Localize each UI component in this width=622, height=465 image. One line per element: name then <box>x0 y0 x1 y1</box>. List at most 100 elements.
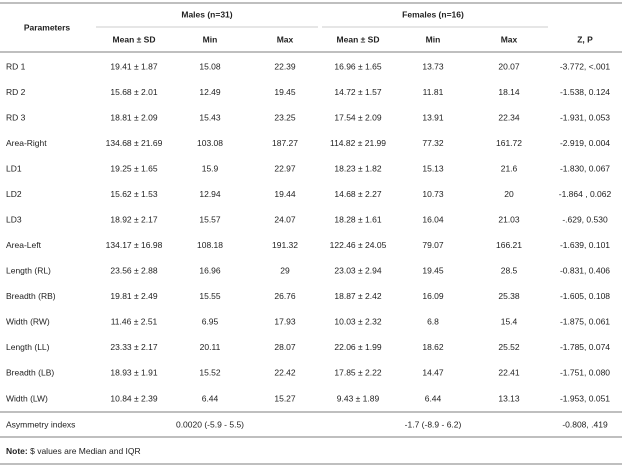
cell: -1.830, 0.067 <box>560 163 610 173</box>
row-label: Area-Left <box>6 240 42 250</box>
cell: 15.08 <box>199 61 221 71</box>
row-label: Asymmetry indexs <box>6 419 75 429</box>
cell: 12.94 <box>199 189 221 199</box>
cell: 6.44 <box>202 393 219 403</box>
cell: 103.08 <box>197 138 223 148</box>
cell: 23.56 ± 2.88 <box>110 266 157 276</box>
cell: 134.68 ± 21.69 <box>106 138 163 148</box>
cell: 16.96 ± 1.65 <box>334 61 381 71</box>
cell: 10.03 ± 2.32 <box>334 317 381 327</box>
cell: -1.931, 0.053 <box>560 112 610 122</box>
cell: -1.7 (-8.9 - 6.2) <box>405 419 462 429</box>
row-label: Width (LW) <box>6 393 48 403</box>
cell: 187.27 <box>272 138 298 148</box>
cell: 22.42 <box>274 368 296 378</box>
cell: 17.54 ± 2.09 <box>334 112 381 122</box>
cell: 21.03 <box>498 214 520 224</box>
cell: -.629, 0.530 <box>562 214 608 224</box>
cell: 10.84 ± 2.39 <box>110 393 157 403</box>
row-label: LD1 <box>6 163 22 173</box>
cell: 28.07 <box>274 342 296 352</box>
cell: 19.45 <box>274 87 296 97</box>
cell: 6.95 <box>202 317 219 327</box>
cell: 14.68 ± 2.27 <box>334 189 381 199</box>
row-label: Breadth (LB) <box>6 368 54 378</box>
cell: 122.46 ± 24.05 <box>330 240 387 250</box>
cell: 134.17 ± 16.98 <box>106 240 163 250</box>
note-text: $ values are Median and IQR <box>30 446 141 456</box>
cell: 19.44 <box>274 189 296 199</box>
row-label: Breadth (RB) <box>6 291 56 301</box>
row-label: LD2 <box>6 189 22 199</box>
cell: 15.62 ± 1.53 <box>110 189 157 199</box>
cell: -1.864 , 0.062 <box>559 189 612 199</box>
cell: 20.07 <box>498 61 520 71</box>
row-label: RD 2 <box>6 87 26 97</box>
cell: 23.25 <box>274 112 296 122</box>
cell: -1.538, 0.124 <box>560 87 610 97</box>
group-header: Females (n=16) <box>402 9 464 19</box>
cell: 15.13 <box>422 163 444 173</box>
header-cell: Mean ± SD <box>337 34 380 44</box>
header-cell: Z, P <box>577 34 593 44</box>
row-label: Length (LL) <box>6 342 50 352</box>
group-header: Males (n=31) <box>181 9 232 19</box>
cell: 13.13 <box>498 393 520 403</box>
cell: 6.44 <box>425 393 442 403</box>
cell: 108.18 <box>197 240 223 250</box>
cell: 22.41 <box>498 368 520 378</box>
row-label: RD 3 <box>6 112 26 122</box>
cell: 15.4 <box>501 317 518 327</box>
cell: 77.32 <box>422 138 444 148</box>
cell: -1.875, 0.061 <box>560 317 610 327</box>
cell: -0.808, .419 <box>562 419 608 429</box>
cell: 16.96 <box>199 266 221 276</box>
cell: -1.953, 0.051 <box>560 393 610 403</box>
cell: 19.25 ± 1.65 <box>110 163 157 173</box>
cell: 10.73 <box>422 189 444 199</box>
cell: 16.04 <box>422 214 444 224</box>
cell: -3.772, <.001 <box>560 61 611 71</box>
cell: 26.76 <box>274 291 296 301</box>
cell: 18.81 ± 2.09 <box>110 112 157 122</box>
cell: 22.97 <box>274 163 296 173</box>
cell: 23.33 ± 2.17 <box>110 342 157 352</box>
cell: 191.32 <box>272 240 298 250</box>
cell: 18.87 ± 2.42 <box>334 291 381 301</box>
cell: 13.73 <box>422 61 444 71</box>
cell: 6.8 <box>427 317 439 327</box>
cell: 0.0020 (-5.9 - 5.5) <box>176 419 244 429</box>
cell: 23.03 ± 2.94 <box>334 266 381 276</box>
cell: 28.5 <box>501 266 518 276</box>
cell: 18.28 ± 1.61 <box>334 214 381 224</box>
note-label: Note: <box>6 446 28 456</box>
cell: 25.52 <box>498 342 520 352</box>
cell: 12.49 <box>199 87 221 97</box>
cell: 15.52 <box>199 368 221 378</box>
cell: 15.9 <box>202 163 219 173</box>
cell: 20 <box>504 189 514 199</box>
cell: -2.919, 0.004 <box>560 138 610 148</box>
cell: 22.34 <box>498 112 520 122</box>
cell: -1.639, 0.101 <box>560 240 610 250</box>
cell: 25.38 <box>498 291 520 301</box>
cell: 18.14 <box>498 87 520 97</box>
row-label: Area-Right <box>6 138 47 148</box>
row-label: Length (RL) <box>6 266 51 276</box>
cell: 15.57 <box>199 214 221 224</box>
cell: 9.43 ± 1.89 <box>337 393 380 403</box>
cell: 18.62 <box>422 342 444 352</box>
cell: 17.85 ± 2.22 <box>334 368 381 378</box>
cell: 22.39 <box>274 61 296 71</box>
cell: 20.11 <box>200 342 221 352</box>
cell: 29 <box>280 266 290 276</box>
cell: -1.605, 0.108 <box>560 291 610 301</box>
cell: 15.43 <box>199 112 221 122</box>
cell: 11.81 <box>423 87 444 97</box>
row-label: RD 1 <box>6 61 26 71</box>
cell: 18.93 ± 1.91 <box>110 368 157 378</box>
header-cell: Min <box>203 34 218 44</box>
cell: -1.785, 0.074 <box>560 342 610 352</box>
cell: -0.831, 0.406 <box>560 266 610 276</box>
